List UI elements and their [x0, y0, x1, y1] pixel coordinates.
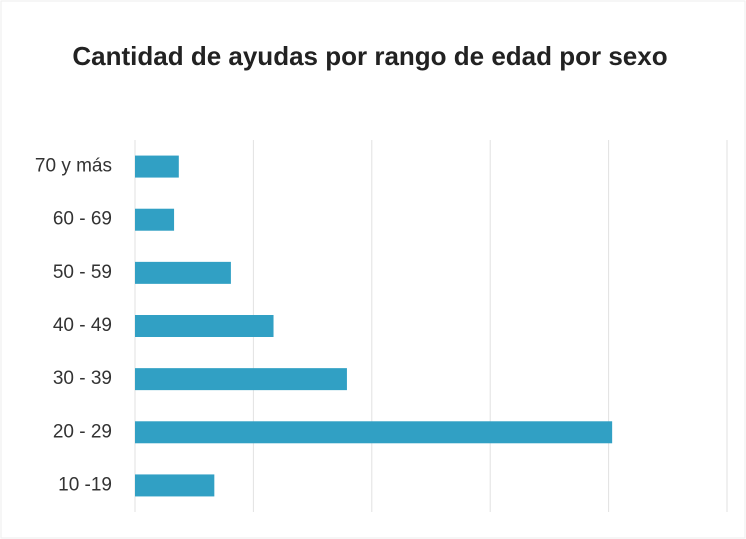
bar	[135, 261, 231, 284]
y-tick-label: 20 - 29	[53, 421, 112, 442]
y-tick-label: 40 - 49	[53, 315, 112, 336]
y-tick-label: 50 - 59	[53, 262, 112, 283]
bar	[135, 315, 274, 337]
chart-title: Cantidad de ayudas por rango de edad por…	[72, 41, 668, 71]
bar	[135, 368, 347, 391]
y-tick-label: 10 -19	[58, 474, 112, 495]
bar	[135, 208, 175, 231]
bar	[135, 421, 613, 444]
bar	[135, 155, 179, 178]
y-tick-label: 60 - 69	[53, 209, 112, 230]
bar	[135, 474, 215, 497]
y-tick-label: 30 - 39	[53, 368, 112, 389]
y-tick-label: 70 y más	[35, 156, 112, 177]
